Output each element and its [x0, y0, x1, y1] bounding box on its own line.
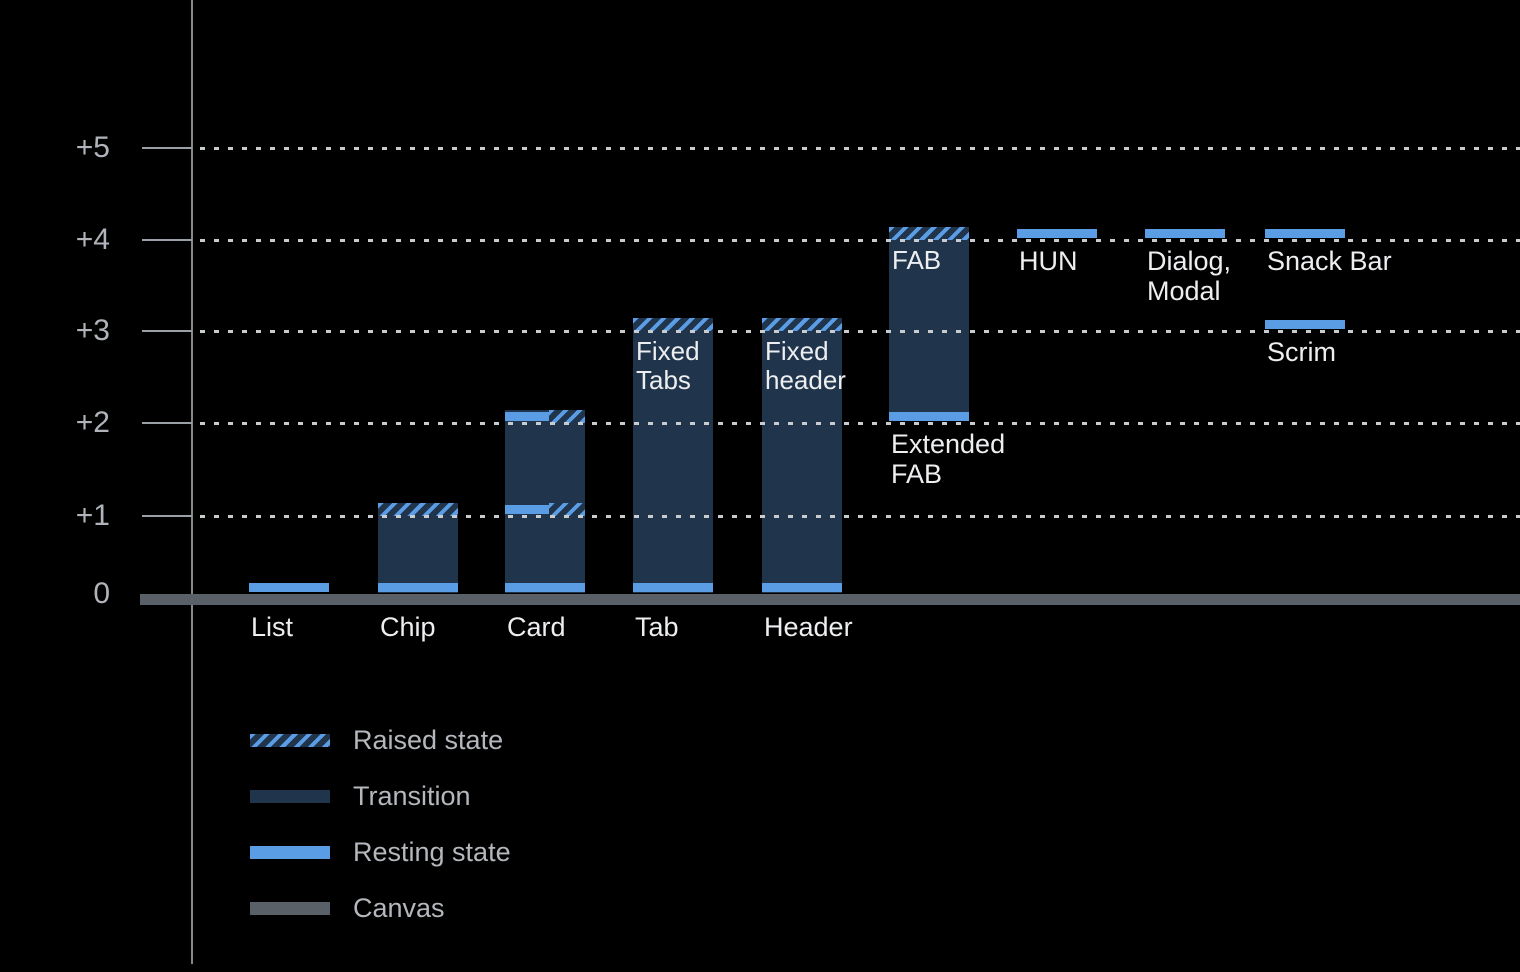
canvas-baseline-bar: [140, 594, 1520, 605]
y-tick-label-p5: +5: [75, 131, 110, 164]
inner-label-extended-fab: FAB: [892, 245, 942, 275]
bar-list-resting-0: [249, 583, 329, 592]
y-tick-label-p1: +1: [75, 499, 110, 532]
resting-swatch-icon: [250, 845, 330, 859]
canvas-swatch-icon: [250, 901, 330, 915]
legend-row-transition: Transition: [250, 776, 471, 816]
gridline-level-5: [200, 147, 1520, 150]
raised-swatch-icon: [250, 733, 330, 747]
bar-tab-raised-3: [633, 318, 713, 331]
column-label-dialog-modal: Dialog, Modal: [1147, 246, 1232, 306]
column-label-tab: Tab: [635, 612, 679, 642]
y-tick-mark: [142, 422, 192, 424]
gridline-level-2: [200, 422, 1520, 425]
legend-row-raised: Raised state: [250, 720, 503, 760]
bar-header-raised-3: [762, 318, 842, 331]
y-tick-mark: [142, 330, 192, 332]
inner-label-header: Fixed header: [765, 336, 846, 395]
column-label-scrim: Scrim: [1267, 337, 1336, 367]
legend-label-transition: Transition: [353, 780, 471, 811]
bar-extended-fab-raised-4: [889, 227, 969, 240]
column-label-hun: HUN: [1019, 246, 1078, 276]
bar-hun-resting-4: [1017, 229, 1097, 238]
column-label-extended-fab: Extended FAB: [891, 429, 1006, 489]
y-axis-line: [191, 0, 193, 964]
column-label-chip: Chip: [380, 612, 436, 642]
legend-row-canvas: Canvas: [250, 888, 445, 928]
transition-swatch-icon: [250, 789, 330, 803]
bar-card-raised-1: [549, 503, 585, 516]
legend-label-raised: Raised state: [353, 724, 504, 755]
bar-snack-bar-resting-4: [1265, 229, 1345, 238]
inner-label-tab: Fixed Tabs: [636, 336, 700, 395]
bar-chip-resting-0: [378, 583, 458, 592]
bar-tab-transition: [633, 331, 713, 593]
gridline-level-1: [200, 515, 1520, 518]
gridline-level-4: [200, 239, 1520, 242]
bar-card-resting-2: [505, 412, 549, 421]
bar-header-transition: [762, 331, 842, 593]
bar-chip-raised-1: [378, 503, 458, 516]
column-label-snack-bar: Snack Bar: [1267, 246, 1392, 276]
bar-card-resting-0: [505, 583, 585, 592]
column-label-header: Header: [764, 612, 853, 642]
legend-row-resting: Resting state: [250, 832, 511, 872]
bar-extended-fab-resting-2: [889, 412, 969, 421]
y-tick-label-p3: +3: [75, 314, 110, 347]
y-tick-label-p2: +2: [75, 406, 110, 439]
column-label-list: List: [251, 612, 294, 642]
legend-label-canvas: Canvas: [353, 892, 445, 923]
bar-header-resting-0: [762, 583, 842, 592]
legend-label-resting: Resting state: [353, 836, 511, 867]
bar-tab-resting-0: [633, 583, 713, 592]
y-tick-mark: [142, 239, 192, 241]
bar-scrim-resting-3: [1265, 320, 1345, 329]
y-tick-label-0: 0: [93, 577, 110, 610]
bar-dialog-modal-resting-4: [1145, 229, 1225, 238]
bar-card-raised-2: [549, 410, 585, 423]
bar-card-transition: [505, 410, 585, 593]
y-tick-mark: [142, 515, 192, 517]
gridline-level-3: [200, 330, 1520, 333]
bar-chip-transition: [378, 516, 458, 593]
y-tick-label-p4: +4: [75, 223, 110, 256]
bar-card-resting-1: [505, 505, 549, 514]
y-tick-mark: [142, 147, 192, 149]
column-label-card: Card: [507, 612, 566, 642]
